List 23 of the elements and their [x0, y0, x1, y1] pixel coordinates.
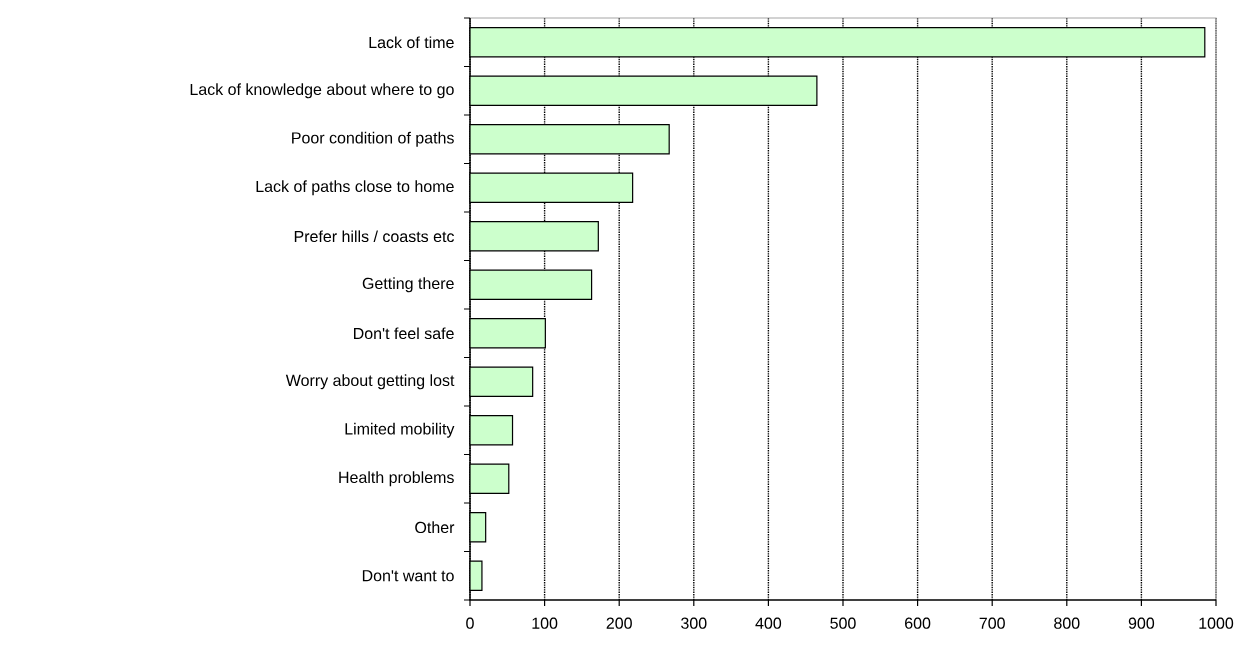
- x-tick-label: 0: [466, 617, 474, 629]
- x-tick-label: 1000: [1199, 617, 1234, 629]
- y-tick-label: Lack of time: [369, 36, 454, 49]
- x-tick-label: 400: [755, 617, 782, 629]
- y-tick-label: Worry about getting lost: [285, 374, 455, 390]
- x-tick-label: 900: [1128, 617, 1155, 629]
- x-tick-label: 100: [532, 617, 558, 629]
- y-tick-label: Lack of paths close to home: [256, 180, 454, 196]
- y-tick-label: Poor condition of paths: [292, 131, 454, 147]
- x-tick-label: 500: [830, 617, 856, 629]
- x-tick-label: 200: [606, 617, 632, 629]
- y-tick-label: Getting there: [362, 277, 454, 293]
- y-tick-label: Other: [415, 521, 455, 534]
- x-tick-label: 800: [1054, 617, 1080, 629]
- y-tick-label: Health problems: [339, 471, 454, 487]
- y-tick-label: Limited mobility: [345, 422, 455, 438]
- y-tick-label: Lack of knowledge about where to go: [190, 83, 454, 99]
- x-tick-label: 300: [681, 617, 707, 629]
- x-tick-label: 600: [905, 617, 931, 629]
- y-tick-label: Don't want to: [362, 570, 454, 582]
- y-tick-label: Don't feel safe: [354, 327, 454, 340]
- y-tick-label: Prefer hills / coasts etc: [294, 230, 455, 243]
- x-tick-label: 700: [979, 617, 1005, 629]
